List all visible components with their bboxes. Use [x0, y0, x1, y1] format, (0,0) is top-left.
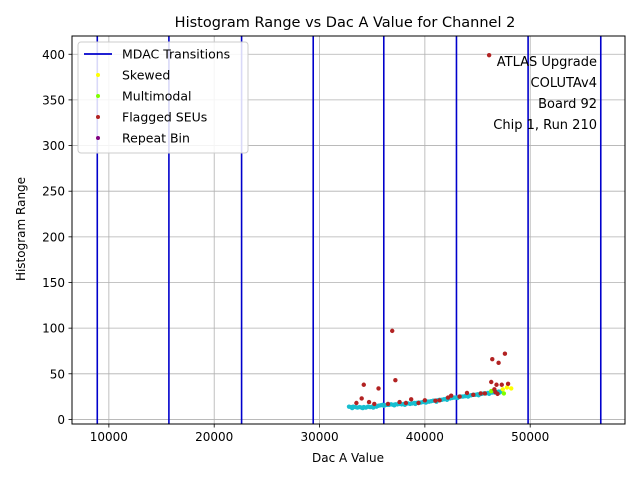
- data-point: [494, 382, 499, 387]
- axis-ticks: 10000 20000 30000 40000 50000 0 50 100 150 200 250…: [42, 48, 549, 444]
- data-point: [359, 396, 364, 401]
- data-point: [509, 386, 514, 391]
- annotation-line: ATLAS Upgrade: [497, 55, 597, 70]
- data-point: [505, 381, 511, 387]
- data-point: [397, 399, 402, 405]
- legend-label: MDAC Transitions: [122, 47, 230, 62]
- y-tick-label: 100: [42, 322, 65, 336]
- legend-label: Repeat Bin: [122, 131, 190, 146]
- data-point: [471, 392, 476, 397]
- plot-area-frame: [71, 35, 626, 425]
- data-point: [496, 360, 501, 366]
- annotation-line: Board 92: [538, 97, 597, 112]
- annotation-line: Chip 1, Run 210: [493, 118, 597, 133]
- grid: [72, 36, 625, 424]
- legend-box: [77, 41, 249, 154]
- data-point: [465, 394, 471, 399]
- x-tick-label: 50000: [511, 430, 549, 444]
- y-tick-label: 150: [42, 276, 65, 290]
- data-point: [489, 379, 494, 385]
- data-point: [392, 403, 397, 408]
- data-point: [464, 390, 470, 396]
- legend-dot-swatch: [96, 73, 100, 77]
- legend-dot-swatch: [96, 115, 100, 119]
- data-point: [354, 400, 359, 406]
- data-point: [371, 405, 376, 410]
- data-point: [482, 391, 488, 396]
- data-point: [495, 391, 500, 397]
- legend: MDAC Transitions Skewed Multimodal Flagged …: [77, 41, 249, 154]
- legend-label: Multimodal: [122, 89, 191, 104]
- legend-label: Flagged SEUs: [122, 110, 207, 125]
- data-point: [502, 351, 508, 356]
- data-point: [457, 394, 462, 399]
- data-point: [501, 391, 507, 396]
- data-point: [366, 399, 372, 405]
- annotation-text: ATLAS Upgrade COLUTAv4 Board 92 Chip 1, Run…: [493, 55, 597, 133]
- y-axis-label: Histogram Range: [14, 177, 28, 281]
- y-tick-label: 0: [57, 413, 65, 427]
- y-tick-label: 200: [42, 230, 65, 244]
- data-point: [499, 382, 504, 387]
- legend-dot-swatch: [96, 94, 100, 98]
- data-point: [422, 398, 428, 403]
- legend-label: Skewed: [122, 68, 170, 83]
- x-tick-label: 20000: [195, 430, 233, 444]
- y-tick-label: 350: [42, 93, 65, 107]
- legend-dot-swatch: [96, 136, 100, 140]
- data-point: [437, 398, 442, 403]
- y-tick-label: 50: [50, 367, 65, 381]
- x-tick-label: 10000: [90, 430, 128, 444]
- data-point: [408, 397, 414, 402]
- x-tick-label: 30000: [300, 430, 338, 444]
- data-point: [376, 386, 381, 391]
- data-point: [385, 401, 391, 407]
- data-point: [393, 377, 398, 383]
- data-point: [360, 405, 365, 411]
- data-point: [403, 400, 409, 406]
- y-tick-label: 250: [42, 185, 65, 199]
- y-tick-label: 300: [42, 139, 65, 153]
- scatter-points: [346, 52, 514, 411]
- data-point: [381, 403, 386, 408]
- data-point: [449, 393, 454, 398]
- chart-title: Histogram Range vs Dac A Value for Chann…: [175, 15, 516, 31]
- data-point: [361, 382, 366, 387]
- y-tick-label: 400: [42, 48, 65, 62]
- data-point: [390, 328, 395, 334]
- data-point: [500, 387, 506, 392]
- data-point: [433, 398, 438, 403]
- data-point: [478, 391, 483, 396]
- data-point: [486, 52, 492, 58]
- annotation-line: COLUTAv4: [531, 76, 597, 91]
- data-point: [490, 356, 495, 362]
- data-point: [372, 401, 377, 407]
- x-tick-label: 40000: [406, 430, 444, 444]
- data-point: [504, 385, 510, 390]
- x-axis-label: Dac A Value: [312, 451, 384, 465]
- data-point: [349, 405, 355, 411]
- data-point: [416, 400, 421, 406]
